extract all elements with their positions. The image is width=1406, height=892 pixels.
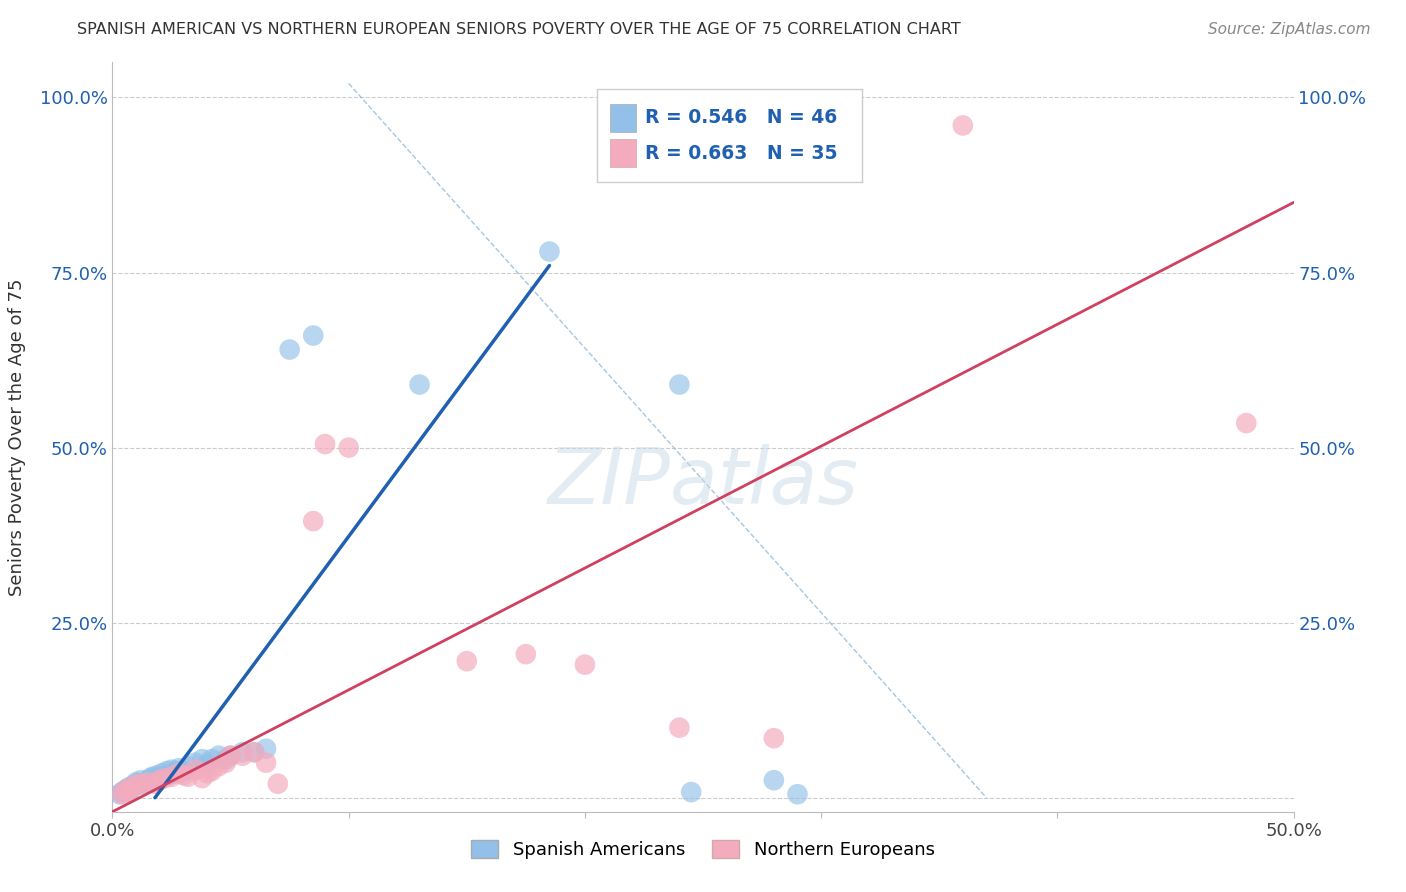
Point <box>215 756 238 770</box>
Point <box>172 768 194 782</box>
Point <box>132 778 155 792</box>
Point <box>515 647 537 661</box>
Point <box>574 657 596 672</box>
Point <box>153 771 176 785</box>
Point <box>267 777 290 791</box>
Text: SPANISH AMERICAN VS NORTHERN EUROPEAN SENIORS POVERTY OVER THE AGE OF 75 CORRELA: SPANISH AMERICAN VS NORTHERN EUROPEAN SE… <box>77 22 962 37</box>
Point <box>153 770 176 784</box>
Point <box>136 775 159 789</box>
Point <box>231 748 253 763</box>
Point <box>167 766 190 780</box>
Point <box>108 787 131 801</box>
Point <box>208 748 231 763</box>
Point <box>157 768 180 782</box>
Point <box>201 764 224 778</box>
Point <box>143 773 166 788</box>
Point <box>146 768 169 782</box>
Point <box>120 782 142 797</box>
Point <box>786 787 808 801</box>
Point <box>219 748 242 763</box>
Point <box>111 787 134 801</box>
Point <box>254 756 277 770</box>
Legend: Spanish Americans, Northern Europeans: Spanish Americans, Northern Europeans <box>464 832 942 866</box>
Point <box>215 752 238 766</box>
Point <box>118 780 141 795</box>
Point <box>160 770 183 784</box>
Point <box>150 766 173 780</box>
Point <box>219 748 242 763</box>
Text: ZIPatlas: ZIPatlas <box>547 444 859 520</box>
Point <box>231 745 253 759</box>
Point <box>135 775 157 789</box>
Point <box>191 752 214 766</box>
Point <box>118 785 141 799</box>
Point <box>184 763 207 777</box>
Point <box>143 777 166 791</box>
Text: R = 0.546   N = 46: R = 0.546 N = 46 <box>645 109 838 128</box>
Point <box>254 741 277 756</box>
Point <box>191 771 214 785</box>
Point <box>762 731 785 746</box>
Point <box>302 514 325 528</box>
Point <box>195 766 218 780</box>
Point <box>668 721 690 735</box>
Point <box>165 764 187 778</box>
Point <box>184 756 207 770</box>
FancyBboxPatch shape <box>610 139 636 168</box>
Point <box>1234 416 1257 430</box>
Point <box>243 745 266 759</box>
Point <box>115 782 138 797</box>
Point <box>177 770 200 784</box>
Point <box>167 761 190 775</box>
Point <box>243 745 266 759</box>
Point <box>163 766 186 780</box>
Point <box>129 777 152 791</box>
Point <box>952 119 974 133</box>
Point <box>302 328 325 343</box>
Text: R = 0.663   N = 35: R = 0.663 N = 35 <box>645 144 838 162</box>
Point <box>172 764 194 778</box>
Y-axis label: Seniors Poverty Over the Age of 75: Seniors Poverty Over the Age of 75 <box>7 278 25 596</box>
Point <box>177 759 200 773</box>
FancyBboxPatch shape <box>610 103 636 132</box>
Point <box>149 771 172 785</box>
Point <box>456 654 478 668</box>
Text: Source: ZipAtlas.com: Source: ZipAtlas.com <box>1208 22 1371 37</box>
Point <box>112 783 135 797</box>
Point <box>125 778 148 792</box>
Point <box>136 773 159 788</box>
Point <box>156 764 179 778</box>
Point <box>129 773 152 788</box>
Point <box>314 437 336 451</box>
Point <box>142 770 165 784</box>
Point <box>278 343 301 357</box>
Point <box>201 752 224 766</box>
Point <box>125 775 148 789</box>
Point <box>111 785 134 799</box>
Point <box>538 244 561 259</box>
Point <box>149 773 172 788</box>
Point <box>122 778 145 792</box>
Point <box>195 757 218 772</box>
Point <box>681 785 703 799</box>
Point <box>408 377 430 392</box>
Point <box>668 377 690 392</box>
Point <box>208 759 231 773</box>
Point <box>762 773 785 788</box>
Point <box>337 441 360 455</box>
FancyBboxPatch shape <box>596 88 862 182</box>
Point <box>127 777 149 791</box>
Point <box>139 771 162 785</box>
Point <box>120 780 142 795</box>
Point <box>160 763 183 777</box>
Point <box>112 783 135 797</box>
